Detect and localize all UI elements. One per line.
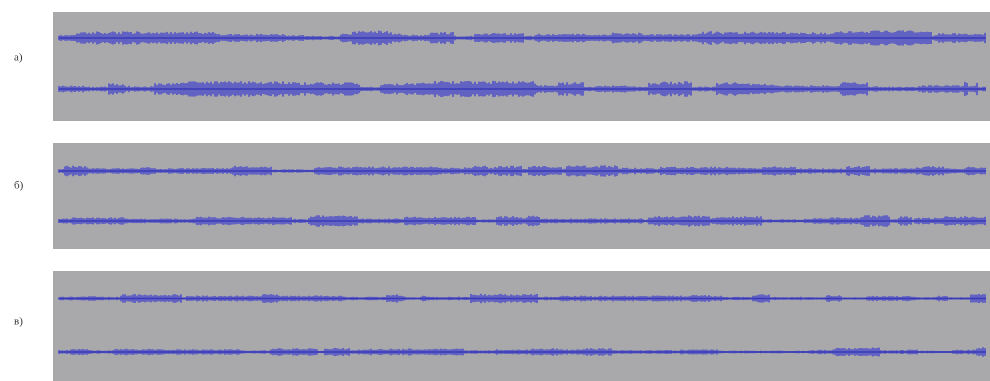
figure: а) б) в) [0,0,990,381]
page: а) б) в) (() => { const data = JSON.pars… [0,0,990,381]
panel-bg [53,12,990,121]
panel-bg [53,143,990,249]
panel-bg [53,271,990,381]
panel-label: а) [14,52,23,64]
panel-label: в) [14,316,23,328]
panel-label: б) [14,180,24,192]
